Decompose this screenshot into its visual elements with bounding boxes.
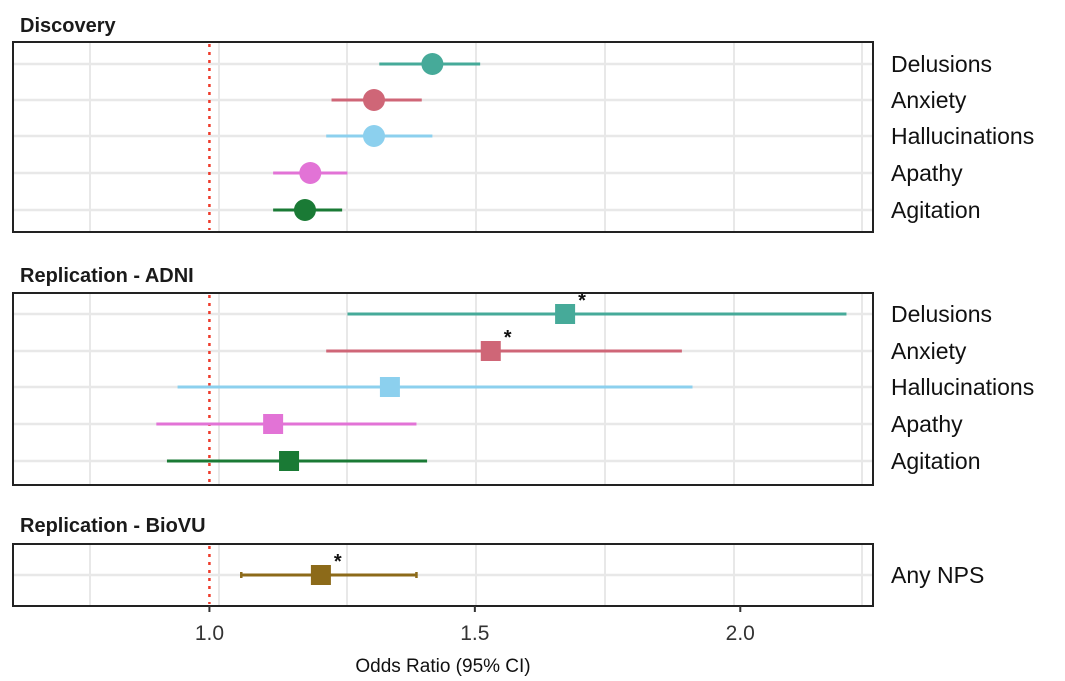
row-label: Delusions (891, 51, 992, 77)
row-label: Agitation (891, 197, 981, 223)
row-label: Any NPS (891, 562, 984, 588)
panel-border (12, 543, 874, 607)
panel-title: Discovery (20, 15, 116, 37)
point-estimate (362, 125, 385, 147)
point-estimate (480, 341, 501, 361)
row-label: Hallucinations (891, 123, 1034, 149)
point-estimate (310, 565, 331, 585)
point-estimate (362, 89, 385, 111)
point-estimate (263, 414, 284, 434)
significance-star: * (504, 327, 512, 349)
panel-title: Replication - BioVU (20, 515, 206, 537)
x-tick-label: 1.5 (460, 622, 489, 645)
significance-star: * (334, 551, 342, 573)
row-label: Agitation (891, 448, 981, 474)
point-estimate (379, 377, 400, 397)
point-estimate (279, 451, 300, 471)
row-label: Delusions (891, 301, 992, 327)
point-estimate (299, 162, 322, 184)
row-label: Apathy (891, 160, 963, 186)
x-tick-label: 1.0 (195, 622, 224, 645)
row-label: Anxiety (891, 87, 967, 113)
panel-title: Replication - ADNI (20, 265, 194, 287)
point-estimate (421, 53, 444, 75)
significance-star: * (578, 290, 586, 312)
row-label: Hallucinations (891, 374, 1034, 400)
panel-border (12, 292, 874, 486)
point-estimate (293, 199, 316, 221)
panel-border (12, 41, 874, 233)
row-label: Apathy (891, 411, 963, 437)
x-axis-title: Odds Ratio (95% CI) (355, 656, 530, 677)
row-label: Anxiety (891, 338, 967, 364)
x-tick-label: 2.0 (726, 622, 755, 645)
point-estimate (555, 304, 576, 324)
